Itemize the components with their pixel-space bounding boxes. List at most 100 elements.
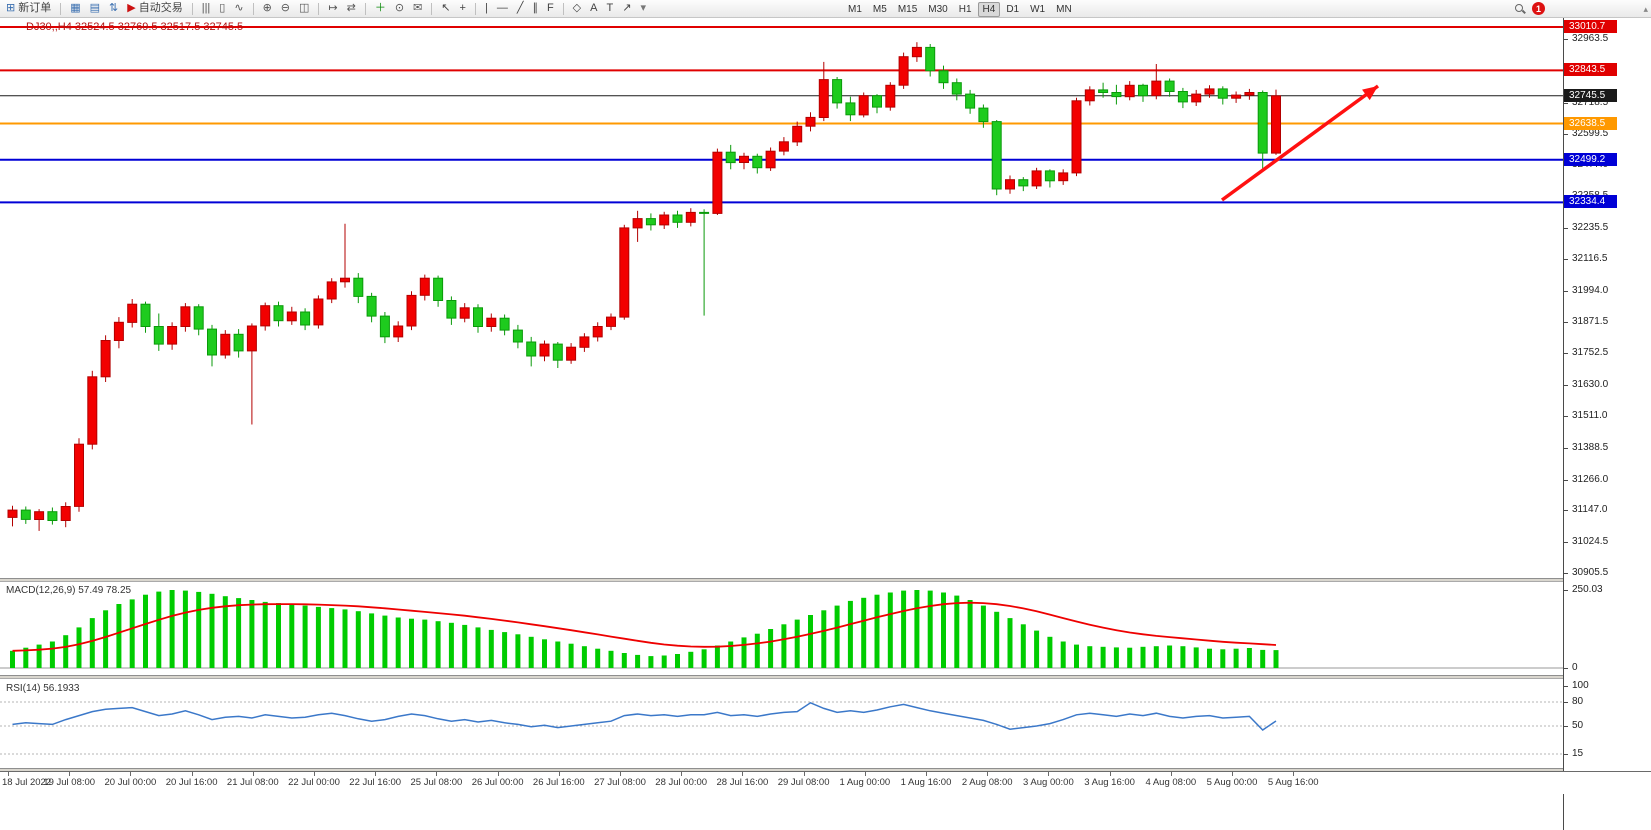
search-icon[interactable] (1514, 3, 1526, 15)
candle (858, 95, 869, 116)
line-chart-icon[interactable]: ∿ (230, 0, 247, 17)
channel-icon[interactable]: ∥ (528, 0, 542, 17)
trend-arrow-annotation[interactable] (1220, 84, 1380, 202)
candle (300, 311, 311, 326)
auto-scroll-icon[interactable]: ↦ (324, 0, 341, 17)
bar-chart-icon[interactable]: ||| (198, 0, 215, 17)
candle (74, 443, 84, 507)
candle (499, 317, 510, 331)
candle (965, 93, 976, 109)
horizontal-line-icon[interactable]: — (493, 0, 512, 17)
timeframe-button-m5[interactable]: M5 (872, 4, 887, 15)
candle (140, 303, 151, 328)
chart-shift-icon[interactable]: ⇄ (343, 0, 360, 17)
pane-splitter[interactable] (0, 578, 1651, 582)
candle (406, 294, 417, 327)
time-axis-label: 3 Aug 00:00 (1023, 777, 1074, 788)
timeframe-button-m15[interactable]: M15 (897, 4, 918, 15)
templates-icon[interactable]: ✉ (409, 0, 426, 17)
price-level-badge: 32334.4 (1564, 195, 1617, 209)
main-chart-pane[interactable]: DJ30,,H4 32524.5 32769.5 32517.5 32745.5 (0, 18, 1563, 578)
indicators-icon-glyph: ＋ (374, 2, 386, 14)
periods-icon-glyph: ⊙ (394, 2, 405, 14)
vertical-line-icon[interactable]: | (481, 0, 492, 17)
rsi-line (12, 701, 1277, 731)
macd-histogram-chart[interactable] (0, 582, 1563, 675)
new-order-button-label: 新订单 (18, 2, 52, 14)
price-axis-label: 31752.5 (1572, 347, 1609, 359)
candle (832, 79, 843, 104)
notification-badge[interactable]: 1 (1532, 2, 1545, 15)
trendline-icon[interactable]: ╱ (513, 0, 528, 17)
rsi-indicator-pane[interactable]: RSI(14) 56.1933 (0, 680, 1563, 768)
candle (486, 317, 497, 328)
price-axis[interactable]: 32963.532841.532718.532599.532477.032358… (1563, 18, 1651, 830)
time-axis-label: 27 Jul 08:00 (594, 777, 646, 788)
price-axis-label: 31388.5 (1572, 441, 1609, 453)
autotrading-button[interactable]: ▶ 自动交易 (123, 0, 186, 17)
candle (7, 509, 18, 518)
crosshair-icon[interactable]: + (456, 0, 470, 17)
zoom-out-icon-glyph: ⊖ (280, 2, 291, 14)
candle (805, 116, 816, 127)
timeframe-button-m30[interactable]: M30 (928, 4, 948, 15)
more-tools-icon[interactable]: ▾ (636, 0, 650, 17)
collapse-toolbar-icon[interactable]: ▴ (1643, 4, 1648, 14)
time-axis-label: 1 Aug 16:00 (900, 777, 952, 788)
tile-windows-icon[interactable]: ◫ (295, 0, 313, 17)
chart-window-icon[interactable]: ▦ (66, 0, 84, 17)
timeframe-button-w1[interactable]: W1 (1030, 4, 1046, 15)
cursor-icon-glyph: ↖ (441, 2, 451, 14)
zoom-in-icon-glyph: ⊕ (262, 2, 272, 14)
label-icon[interactable]: T (602, 0, 617, 17)
candle (845, 102, 856, 116)
candlestick-chart[interactable] (0, 18, 1563, 578)
candle (632, 218, 643, 229)
candle (260, 305, 271, 327)
profiles-icon[interactable]: ▤ (86, 0, 104, 17)
candle (1138, 84, 1148, 97)
price-axis-tick (1564, 573, 1568, 574)
timeframe-button-mn[interactable]: MN (1056, 4, 1072, 15)
candle (579, 336, 590, 348)
rsi-line-chart[interactable] (0, 680, 1563, 768)
macd-indicator-pane[interactable]: MACD(12,26,9) 57.49 78.25 (0, 582, 1563, 675)
candle (419, 277, 430, 296)
candle (818, 79, 829, 118)
zoom-out-icon[interactable]: ⊖ (277, 0, 294, 17)
pane-splitter[interactable] (0, 675, 1651, 679)
new-order-button[interactable]: ⊞ 新订单 (2, 0, 55, 17)
timeframe-button-m1[interactable]: M1 (848, 4, 862, 15)
timeframe-button-h4[interactable]: H4 (977, 2, 1001, 17)
fibonacci-icon[interactable]: F (543, 0, 558, 17)
periods-icon[interactable]: ⊙ (391, 0, 408, 17)
arrows-icon[interactable]: ↗ (618, 0, 635, 17)
time-axis-tick (1048, 772, 1050, 776)
candle (153, 326, 164, 345)
time-axis-tick (1109, 772, 1111, 776)
candle (167, 326, 178, 345)
indicators-icon[interactable]: ＋ (371, 0, 390, 17)
timeframe-button-d1[interactable]: D1 (1006, 4, 1020, 15)
timeframe-button-h1[interactable]: H1 (958, 4, 972, 15)
candle-chart-icon[interactable]: ▯ (215, 0, 229, 17)
candle (60, 506, 71, 521)
candle (1217, 88, 1228, 99)
navigator-icon[interactable]: ⇅ (105, 0, 122, 17)
candle (1058, 172, 1069, 182)
zoom-in-icon[interactable]: ⊕ (259, 0, 276, 17)
text-icon[interactable]: A (586, 0, 601, 17)
shapes-icon[interactable]: ◇ (569, 0, 585, 17)
candle (1031, 170, 1042, 187)
price-axis-label: 31871.5 (1572, 316, 1609, 328)
macd-axis-tick (1564, 590, 1568, 591)
cursor-icon[interactable]: ↖ (437, 0, 454, 17)
time-axis-label: 26 Jul 00:00 (471, 777, 524, 788)
rsi-axis-tick (1564, 686, 1568, 687)
price-axis-label: 32116.5 (1572, 252, 1608, 264)
crosshair-icon-glyph: + (459, 2, 466, 14)
candle (100, 340, 111, 378)
price-axis-label: 32235.5 (1572, 222, 1609, 234)
time-axis-label: 5 Aug 00:00 (1206, 777, 1258, 788)
time-axis[interactable]: 18 Jul 2022 19 Jul 08:00 20 Jul 00:00 20 Ju… (0, 771, 1651, 794)
